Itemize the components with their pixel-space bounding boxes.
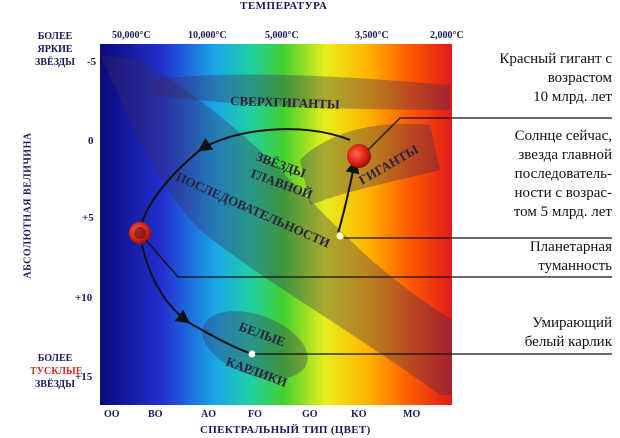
spectral-type-label: AO (201, 409, 216, 420)
evolution-arrow (337, 159, 360, 234)
temperature-label: 50,000°C (112, 30, 151, 41)
temperature-label: 10,000°C (188, 30, 227, 41)
supergiants-label: СВЕРХГИГАНТЫ (230, 93, 340, 112)
main-sequence-band (100, 55, 452, 395)
temperature-label: 2,000°C (430, 30, 464, 41)
red-giant-star (347, 144, 371, 168)
evolution-arrow (141, 149, 201, 223)
white-dwarf-note: Умирающий белый карлик (524, 315, 612, 350)
sun-star (335, 231, 345, 241)
temperature-axis-title: ТЕМПЕРАТУРА (240, 0, 328, 12)
white-dwarfs-band (202, 311, 308, 379)
red-giant-note: Красный гигант с возрастом 10 млрд. лет (499, 51, 612, 105)
spectral-type-label: BO (148, 409, 163, 420)
evolution-arrow (197, 128, 351, 152)
spectrum-background (100, 44, 452, 405)
spectral-type-label: OO (104, 409, 120, 420)
white-dwarf-star (248, 350, 256, 358)
planetary-nebula-core (134, 227, 146, 239)
nebula-leader (145, 239, 612, 278)
magnitude-label: -5 (87, 56, 97, 68)
magnitude-label: +15 (75, 371, 93, 383)
planetary-nebula-note: Планетарная туманность (529, 239, 612, 274)
sun-now-note: Солнце сейчас, звезда главной последоват… (513, 128, 612, 220)
spectral-type-label: FO (248, 409, 262, 420)
spectral-type-label: GO (302, 409, 318, 420)
evolution-arrow (141, 244, 191, 324)
magnitude-label: +5 (82, 212, 94, 224)
evolution-arrow (187, 321, 253, 355)
temperature-label: 3,500°C (355, 30, 389, 41)
giants-band (300, 123, 440, 205)
dimmer-stars-label: БОЛЕЕ ТУСКЛЫЕ ЗВЁЗДЫ (30, 353, 83, 390)
magnitude-label: +10 (75, 292, 93, 304)
temperature-label: 5,000°C (265, 30, 299, 41)
spectral-type-label: KO (351, 409, 367, 420)
magnitude-label: 0 (88, 135, 94, 147)
supergiants-band (150, 74, 450, 110)
brighter-stars-label: БОЛЕЕ ЯРКИЕ ЗВЁЗДЫ (35, 31, 75, 68)
red-giant-leader (367, 117, 612, 151)
spectral-type-label: MO (403, 409, 421, 420)
spectral-axis-title: СПЕКТРАЛЬНЫЙ ТИП (ЦВЕТ) (200, 424, 371, 436)
